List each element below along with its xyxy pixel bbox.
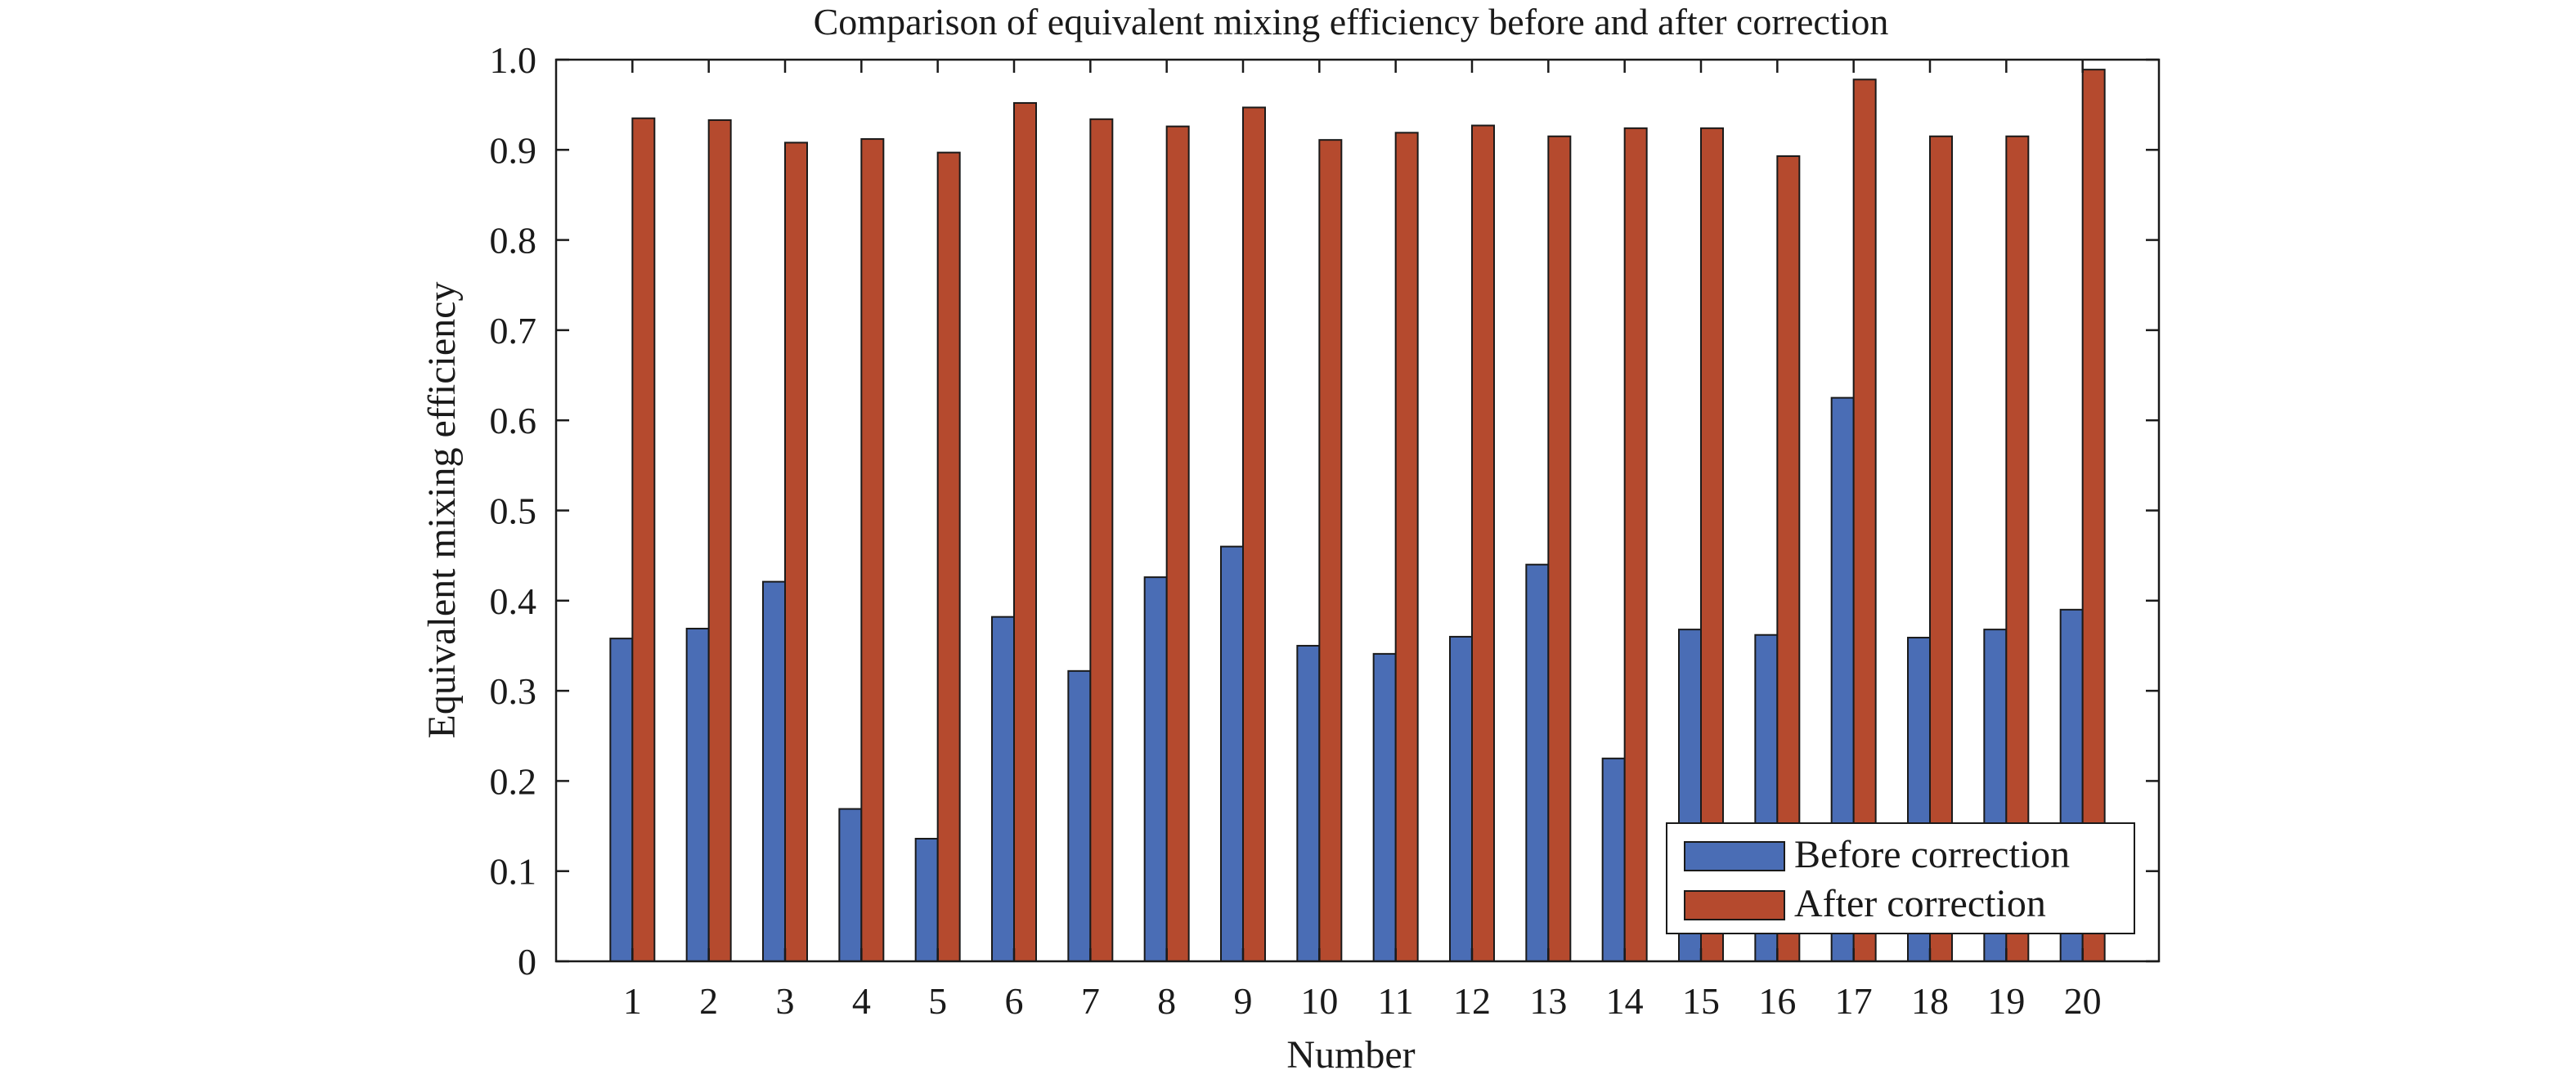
y-tick-label: 0.7 — [490, 310, 537, 351]
y-tick-label: 1.0 — [490, 39, 537, 81]
bar-after-11 — [1394, 132, 1419, 962]
bar-after-14 — [1623, 127, 1648, 962]
bar-before-8 — [1143, 576, 1168, 962]
x-tick-label: 7 — [1081, 980, 1100, 1022]
x-tick-label: 6 — [1005, 980, 1024, 1022]
legend: Before correction After correction — [1666, 822, 2135, 934]
x-tick-label: 13 — [1529, 980, 1567, 1022]
y-tick-label: 0.6 — [490, 400, 537, 441]
axis-ticks-group: 00.10.20.30.40.50.60.70.80.91.01 2 3 4 5 6 7 8 9… — [490, 39, 2159, 1022]
x-tick-label: 4 — [852, 980, 871, 1022]
x-tick-label: 5 — [928, 980, 947, 1022]
x-tick-label: 10 — [1300, 980, 1338, 1022]
x-tick-label: 18 — [1911, 980, 1949, 1022]
bar-before-10 — [1296, 644, 1321, 962]
legend-label-after: After correction — [1794, 882, 2046, 925]
bar-after-12 — [1471, 124, 1495, 963]
y-tick-label: 0.5 — [490, 490, 537, 532]
x-tick-label: 20 — [2064, 980, 2102, 1022]
x-axis-label: Number — [1286, 1033, 1415, 1077]
x-tick-label: 8 — [1157, 980, 1176, 1022]
x-tick-label: 16 — [1758, 980, 1796, 1022]
x-tick-label: 1 — [623, 980, 642, 1022]
y-tick-label: 0.8 — [490, 220, 537, 262]
x-tick-label: 14 — [1606, 980, 1644, 1022]
bar-after-13 — [1547, 135, 1572, 962]
bar-before-9 — [1220, 545, 1244, 962]
bar-before-7 — [1067, 669, 1092, 962]
x-tick-label: 3 — [776, 980, 795, 1022]
legend-swatch-before — [1684, 841, 1785, 871]
y-tick-label: 0.3 — [490, 670, 537, 712]
bar-after-5 — [936, 151, 961, 962]
x-tick-label: 2 — [699, 980, 718, 1022]
legend-label-before: Before correction — [1794, 833, 2070, 876]
x-tick-label: 12 — [1453, 980, 1491, 1022]
bar-after-3 — [784, 141, 808, 962]
bar-after-10 — [1318, 139, 1343, 963]
bar-before-11 — [1372, 652, 1397, 962]
bar-before-1 — [609, 638, 634, 962]
bar-before-3 — [762, 580, 786, 963]
bar-before-4 — [838, 808, 863, 963]
bar-after-2 — [707, 119, 732, 962]
bar-before-14 — [1601, 757, 1626, 963]
bar-after-6 — [1013, 101, 1037, 963]
bar-after-8 — [1165, 125, 1190, 962]
bar-after-7 — [1089, 118, 1114, 963]
bar-after-9 — [1242, 106, 1266, 963]
legend-swatch-after — [1684, 890, 1785, 920]
bar-after-4 — [860, 138, 885, 962]
x-tick-label: 9 — [1234, 980, 1253, 1022]
chart-title: Comparison of equivalent mixing efficien… — [814, 1, 1889, 43]
x-tick-label: 15 — [1682, 980, 1720, 1022]
y-tick-label: 0.2 — [490, 760, 537, 802]
x-tick-label: 19 — [1987, 980, 2025, 1022]
bar-before-6 — [991, 616, 1015, 962]
bar-after-1 — [631, 117, 656, 963]
bar-before-2 — [685, 627, 710, 962]
x-tick-label: 17 — [1835, 980, 1873, 1022]
y-tick-label: 0.4 — [490, 580, 537, 622]
x-tick-label: 11 — [1378, 980, 1414, 1022]
bar-before-12 — [1449, 635, 1473, 962]
y-tick-label: 0 — [518, 941, 536, 983]
y-tick-label: 0.1 — [490, 851, 537, 893]
bar-before-13 — [1525, 563, 1550, 962]
bar-before-5 — [914, 837, 939, 962]
y-tick-label: 0.9 — [490, 129, 537, 171]
y-axis-label: Equivalent mixing efficiency — [420, 282, 464, 739]
